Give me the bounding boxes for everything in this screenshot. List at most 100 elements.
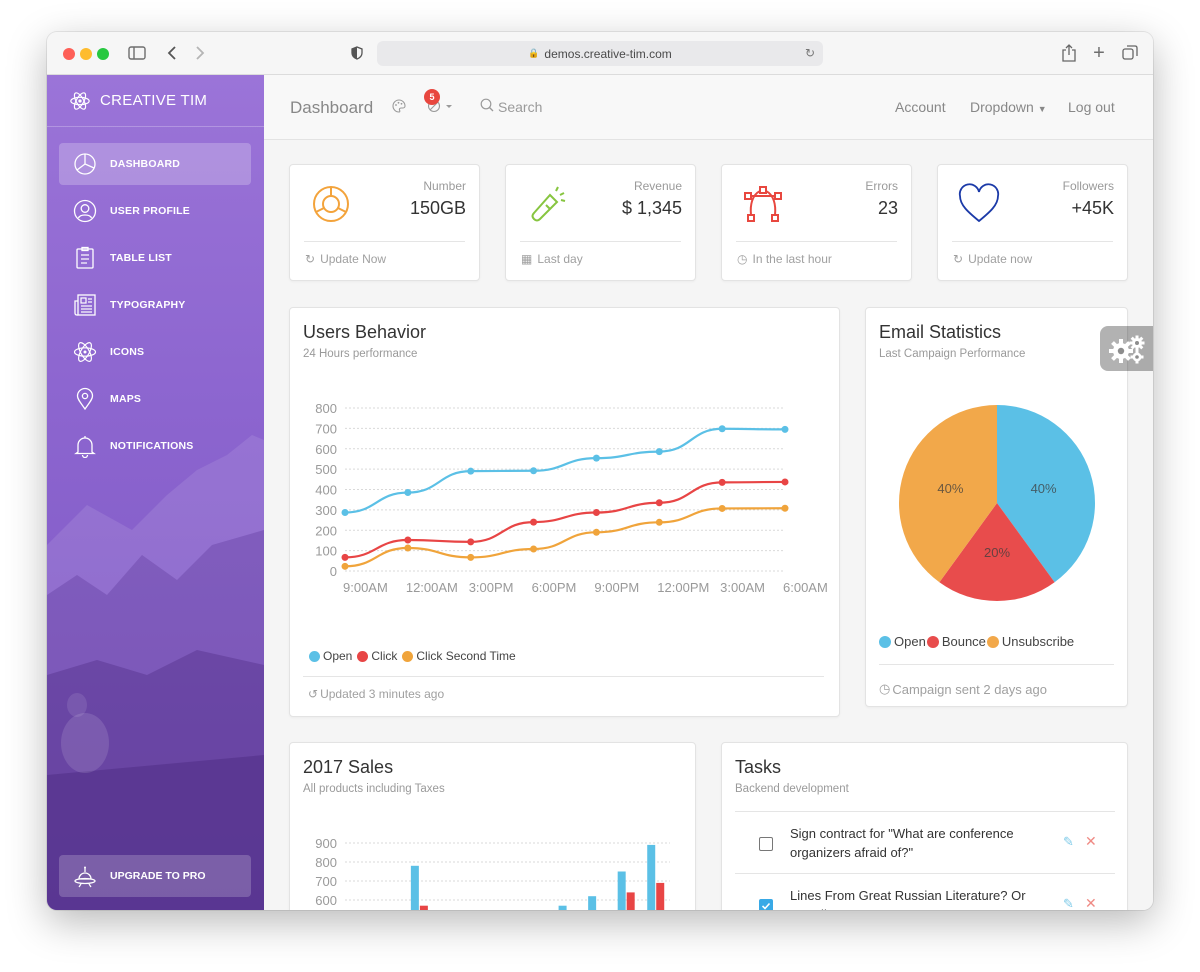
upgrade-to-pro-button[interactable]: UPGRADE TO PRO <box>59 855 251 897</box>
reload-icon[interactable]: ↻ <box>804 46 815 60</box>
sidebar-toggle-icon[interactable] <box>127 43 147 63</box>
sidebar-item-icons[interactable]: ICONS <box>59 331 251 373</box>
sidebar-item-maps[interactable]: MAPS <box>59 378 251 420</box>
email-statistics-pie-chart: 40% 20% 40% <box>899 405 1095 601</box>
task-checkbox[interactable] <box>759 899 773 910</box>
legend-item-open: Open <box>309 649 352 663</box>
sidebar-item-label: ICONS <box>110 346 145 358</box>
bar <box>410 865 419 910</box>
stat-label: Followers <box>1062 179 1114 193</box>
x-tick-label: 12:00PM <box>657 580 709 595</box>
palette-icon[interactable] <box>392 99 406 116</box>
new-tab-icon[interactable]: + <box>1093 41 1105 64</box>
pie-slice <box>899 405 997 583</box>
bar <box>647 844 656 910</box>
sidebar-item-typography[interactable]: TYPOGRAPHY <box>59 284 251 326</box>
url-text: demos.creative-tim.com <box>544 46 672 61</box>
legend-swatch <box>879 635 891 648</box>
delete-icon[interactable]: ✕ <box>1085 895 1097 910</box>
data-point <box>781 504 789 512</box>
sidebar-item-dashboard[interactable]: DASHBOARD <box>59 143 251 185</box>
account-link[interactable]: Account <box>895 99 946 115</box>
clipboard-icon <box>76 246 94 269</box>
address-bar[interactable]: 🔒 demos.creative-tim.com ↻ <box>377 41 823 66</box>
x-tick-label: 3:00PM <box>469 580 514 595</box>
data-point <box>655 518 663 526</box>
x-tick-label: 6:00PM <box>532 580 577 595</box>
data-point <box>781 425 789 433</box>
stat-footer: Update Now <box>320 252 387 266</box>
task-text: Sign contract for "What are conference o… <box>790 826 1014 860</box>
data-point <box>467 553 475 561</box>
y-tick-label: 600 <box>315 442 337 457</box>
clock-icon: ◷ <box>879 681 891 696</box>
divider <box>303 676 824 677</box>
y-tick-label: 800 <box>315 401 337 416</box>
update-now-link[interactable]: ↻ Update Now <box>305 252 386 266</box>
x-tick-label: 9:00AM <box>343 580 388 595</box>
tasks-card: Tasks Backend development Sign contract … <box>721 742 1128 910</box>
brand-logo[interactable]: CREATIVE TIM <box>47 75 264 127</box>
lock-icon: 🔒 <box>528 48 540 58</box>
y-tick-label: 500 <box>315 462 337 477</box>
legend-item-open: Open <box>879 634 926 649</box>
edit-icon[interactable]: ✎ <box>1063 896 1074 910</box>
users-behavior-card: Users Behavior 24 Hours performance 0 100… <box>289 307 840 717</box>
data-point <box>467 467 475 475</box>
sidebar-item-label: TABLE LIST <box>110 252 172 264</box>
legend-item-unsubscribe: Unsubscribe <box>986 634 1074 649</box>
logout-link[interactable]: Log out <box>1068 99 1115 115</box>
data-point <box>530 545 538 553</box>
footer-text: Updated 3 minutes ago <box>320 687 445 701</box>
y-tick-label: 900 <box>315 836 337 851</box>
sidebar-item-table-list[interactable]: TABLE LIST <box>59 237 251 279</box>
x-tick-label: 12:00AM <box>406 580 458 595</box>
card-subtitle: All products including Taxes <box>303 783 445 795</box>
sidebar: CREATIVE TIM DASHBOARD USER PROFILE TABL… <box>47 75 264 910</box>
data-point <box>592 528 600 536</box>
legend-swatch <box>402 650 414 662</box>
dropdown-menu[interactable]: Dropdown ▼ <box>970 99 1047 115</box>
search-button[interactable]: Search <box>480 98 542 115</box>
maximize-window-button[interactable] <box>97 48 109 60</box>
user-icon <box>73 199 97 223</box>
data-point <box>718 504 726 512</box>
legend-swatch <box>357 650 369 662</box>
y-tick-label: 0 <box>330 564 337 579</box>
delete-icon[interactable]: ✕ <box>1085 833 1097 849</box>
legend-item-bounce: Bounce <box>926 634 986 649</box>
sidebar-item-user-profile[interactable]: USER PROFILE <box>59 190 251 232</box>
divider <box>736 241 897 242</box>
back-icon[interactable] <box>165 43 179 63</box>
stat-value: +45K <box>1071 198 1114 218</box>
heart-icon <box>958 183 1000 223</box>
tabs-overview-icon[interactable] <box>1121 43 1139 63</box>
sidebar-item-notifications[interactable]: NOTIFICATIONS <box>59 425 251 467</box>
legend-item-click-second-time: Click Second Time <box>402 649 516 663</box>
card-title: Tasks <box>735 757 782 777</box>
forward-icon[interactable] <box>193 43 207 63</box>
notification-count-badge: 5 <box>424 89 440 105</box>
data-point <box>341 562 349 570</box>
divider <box>520 241 681 242</box>
minimize-window-button[interactable] <box>80 48 92 60</box>
x-tick-label: 3:00AM <box>720 580 765 595</box>
edit-icon[interactable]: ✎ <box>1063 834 1074 849</box>
update-now-link[interactable]: ↻ Update now <box>953 252 1032 266</box>
flashlight-icon <box>531 186 566 222</box>
stat-card-followers: Followers +45K ↻ Update now <box>937 164 1128 281</box>
settings-button[interactable] <box>1100 326 1153 371</box>
history-icon: ↺ <box>308 687 319 701</box>
sidebar-item-label: TYPOGRAPHY <box>110 299 186 311</box>
share-icon[interactable] <box>1061 43 1077 63</box>
task-checkbox[interactable] <box>759 837 773 851</box>
bar <box>656 882 665 910</box>
search-label: Search <box>498 98 543 115</box>
react-logo-icon <box>70 91 90 110</box>
shield-icon[interactable] <box>349 43 365 63</box>
close-window-button[interactable] <box>63 48 75 60</box>
data-point <box>467 538 475 546</box>
bar <box>419 905 428 910</box>
users-behavior-line-chart: 0 100 200 300 400 500 600 700 800 9:00AM 12:00AM 3:… <box>315 401 828 595</box>
atom-icon <box>73 342 97 362</box>
